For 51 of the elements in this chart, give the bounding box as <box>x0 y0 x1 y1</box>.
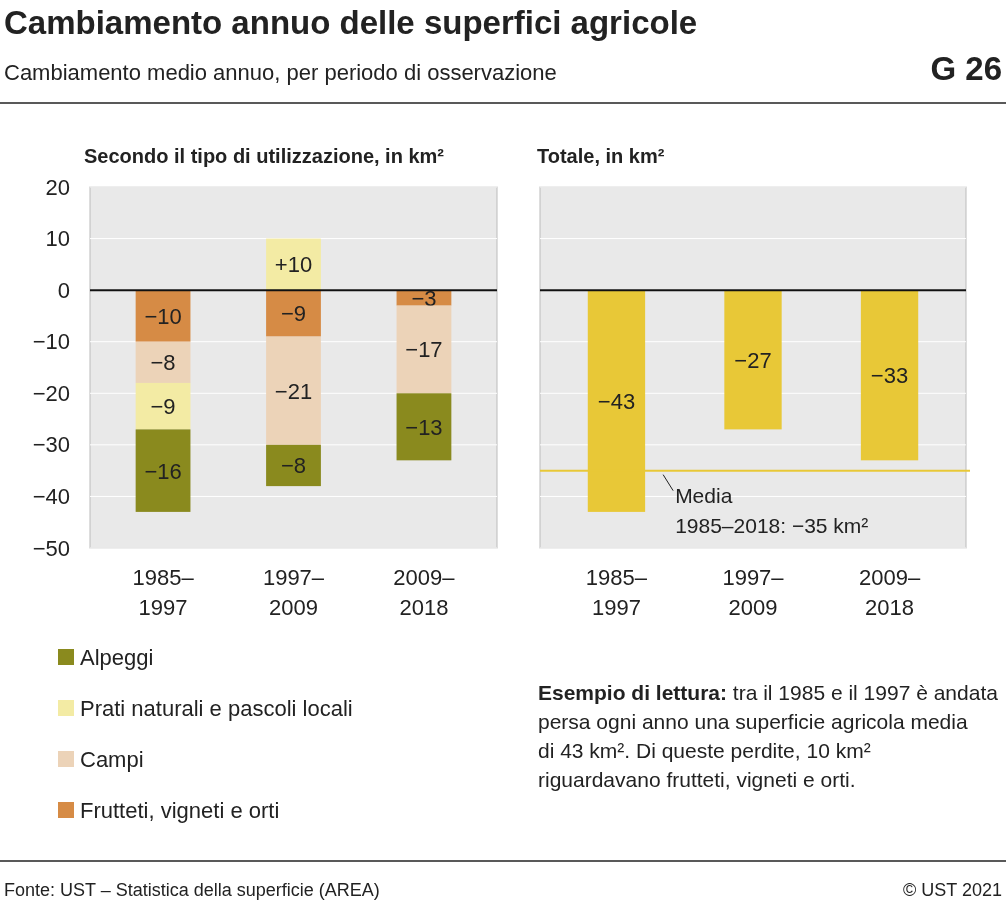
bar <box>266 336 321 445</box>
data-label: −13 <box>405 414 443 440</box>
ref-line-label: Media 1985–2018: −35 km² <box>675 483 869 537</box>
x-tick-label: 2009–2018 <box>858 565 921 620</box>
bar <box>396 393 452 461</box>
text: G 26 <box>930 50 1002 87</box>
text: © UST 2021 <box>903 880 1002 900</box>
x-tick-label: 1985–1997 <box>585 565 648 620</box>
chart-title: Totale, in km² <box>537 145 665 167</box>
text: Esempio di lettura: tra il 1985 e il 1997 è andata persa ogni anno una superficie agricola media di 43 km². Di queste perdite, 10 km² riguardavano frutteti, vigneti e orti. <box>538 681 999 791</box>
data-label: −9 <box>150 394 176 420</box>
bar <box>135 290 191 342</box>
y-tick-label: −10 <box>32 329 70 355</box>
y-tick-label: 0 <box>57 277 70 303</box>
chart-subtitle: Cambiamento medio annuo, per periodo di osservazione <box>4 60 557 85</box>
bar <box>135 429 191 512</box>
bar <box>266 444 321 487</box>
legend-label: Campi <box>80 747 144 772</box>
bar <box>135 341 191 383</box>
y-tick-label: −40 <box>32 483 70 509</box>
data-label: −16 <box>144 458 182 484</box>
text: Secondo il tipo di utilizzazione, in km² <box>84 145 445 167</box>
chart-title: Cambiamento annuo delle superfici agricole <box>4 4 698 41</box>
y-tick-label: −20 <box>32 380 70 406</box>
data-label: −33 <box>870 363 909 389</box>
data-label: +10 <box>274 252 313 278</box>
bar <box>135 382 191 430</box>
x-tick-label: 1997–2009 <box>262 565 325 620</box>
data-label: −21 <box>274 378 313 404</box>
y-tick-label: 10 <box>45 226 70 252</box>
y-tick-label: −30 <box>32 432 70 458</box>
legend-label: Prati naturali e pascoli locali <box>80 696 353 721</box>
x-tick-label: 1985–1997 <box>132 565 195 620</box>
x-tick-label: 2009–2018 <box>393 565 456 620</box>
legend-label: Frutteti, vigneti e orti <box>80 798 280 823</box>
y-tick-label: −50 <box>32 535 70 561</box>
data-label: −17 <box>405 337 443 363</box>
data-label: −8 <box>280 453 307 479</box>
source-note: Fonte: UST – Statistica della superficie (AREA) <box>4 880 380 900</box>
bar <box>266 290 321 337</box>
data-label: −3 <box>411 285 437 311</box>
data-label: −10 <box>144 303 182 329</box>
y-tick-label: 20 <box>45 174 70 200</box>
x-tick-label: 1997–2009 <box>722 565 785 620</box>
bar <box>396 305 452 394</box>
legend-label: Alpeggi <box>80 645 154 670</box>
data-label: −43 <box>597 389 636 415</box>
data-label: −27 <box>734 347 772 373</box>
data-label: −9 <box>280 301 307 327</box>
data-label: −8 <box>150 350 176 376</box>
bar <box>266 238 321 291</box>
